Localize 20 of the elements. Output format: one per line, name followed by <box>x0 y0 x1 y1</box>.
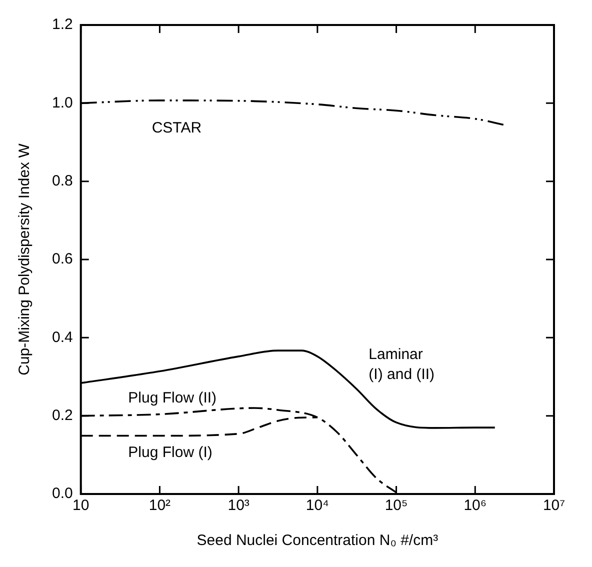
x-tick-label: 10⁶ <box>464 497 487 514</box>
series-label: Plug Flow (I) <box>128 444 212 462</box>
y-tick-label: 1.0 <box>52 94 73 112</box>
x-tick-label: 10⁵ <box>384 497 408 514</box>
series-label: Laminar (I) and (II) <box>368 346 435 384</box>
y-tick-label: 1.2 <box>52 16 73 34</box>
y-tick-label: 0.0 <box>52 485 73 502</box>
series-label: Plug Flow (II) <box>128 389 217 406</box>
x-tick-label: 10⁷ <box>542 497 566 514</box>
x-tick-label: 10⁴ <box>306 497 329 514</box>
y-tick-label: 0.8 <box>52 172 73 190</box>
y-tick-label: 0.4 <box>52 328 73 346</box>
x-axis-title: Seed Nuclei Concentration N₀ #/cm³ <box>196 532 438 550</box>
x-tick-label: 10 <box>72 497 90 514</box>
y-tick-label: 0.2 <box>52 406 73 424</box>
series-label: CSTAR <box>152 120 202 137</box>
y-tick-label: 0.6 <box>52 250 73 268</box>
x-tick-label: 10³ <box>228 497 250 514</box>
y-axis-title: Cup-Mixing Polydispersity Index W <box>16 142 34 376</box>
x-tick-label: 10² <box>148 497 171 514</box>
